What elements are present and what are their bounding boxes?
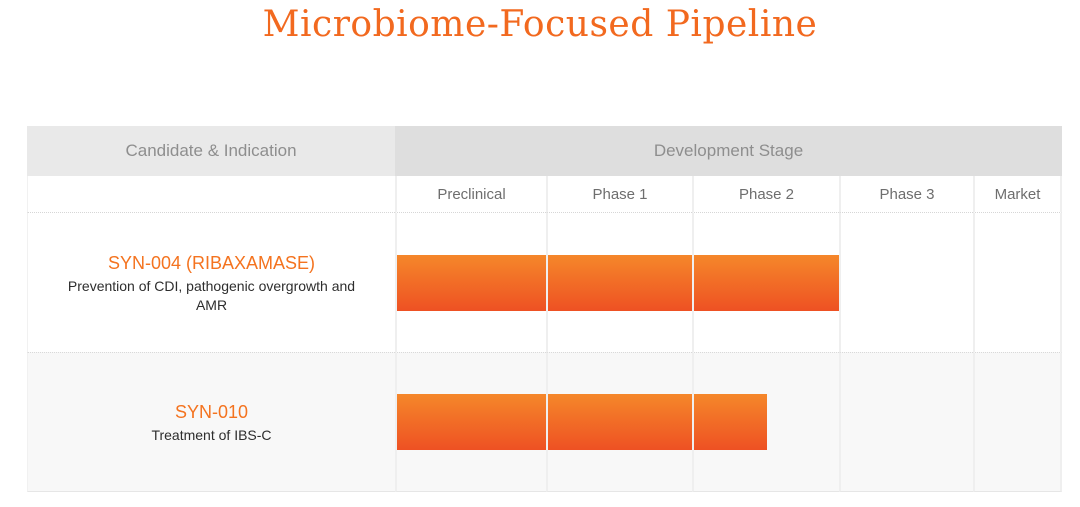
candidate-indication-header: Candidate & Indication — [27, 126, 395, 176]
stage-cell-phase-3 — [839, 213, 973, 352]
stage-cell-market — [973, 352, 1062, 492]
pipeline-bar-segment — [548, 254, 692, 311]
candidate-indication: Prevention of CDI, pathogenic overgrowth… — [67, 277, 356, 313]
stage-cell-phase-2 — [692, 213, 839, 352]
stage-cell-preclinical — [395, 213, 546, 352]
pipeline-row-syn-010: SYN-010 Treatment of IBS-C — [27, 352, 1062, 492]
candidate-cell: SYN-010 Treatment of IBS-C — [27, 352, 395, 492]
stage-cell-preclinical — [395, 352, 546, 492]
candidate-cell: SYN-004 (RIBAXAMASE) Prevention of CDI, … — [27, 213, 395, 352]
stage-label-phase-2: Phase 2 — [692, 176, 839, 213]
candidate-indication: Treatment of IBS-C — [151, 426, 272, 443]
stage-header-spacer — [27, 176, 395, 213]
stage-cell-market — [973, 213, 1062, 352]
stage-cell-phase-3 — [839, 352, 973, 492]
pipeline-row-syn-004: SYN-004 (RIBAXAMASE) Prevention of CDI, … — [27, 213, 1062, 352]
stage-label-market: Market — [973, 176, 1062, 213]
stage-cell-phase-1 — [546, 352, 692, 492]
pipeline-bar-segment — [694, 254, 839, 311]
pipeline-bar-segment — [397, 394, 546, 450]
pipeline-bar-segment — [694, 394, 767, 450]
stage-cell-phase-1 — [546, 213, 692, 352]
stage-label-preclinical: Preclinical — [395, 176, 546, 213]
pipeline-bar-segment — [548, 394, 692, 450]
pipeline-bar-segment — [397, 254, 546, 311]
pipeline-table: Candidate & Indication Development Stage… — [27, 126, 1062, 492]
candidate-name: SYN-004 (RIBAXAMASE) — [107, 252, 316, 273]
candidate-name: SYN-010 — [174, 401, 249, 422]
development-stage-header: Development Stage — [395, 126, 1062, 176]
page-title: Microbiome-Focused Pipeline — [262, 4, 818, 45]
stage-label-phase-1: Phase 1 — [546, 176, 692, 213]
stage-label-phase-3: Phase 3 — [839, 176, 973, 213]
stage-cell-phase-2 — [692, 352, 839, 492]
stage-labels-row: Preclinical Phase 1 Phase 2 Phase 3 Mark… — [27, 176, 1062, 213]
table-header-row: Candidate & Indication Development Stage — [27, 126, 1062, 176]
